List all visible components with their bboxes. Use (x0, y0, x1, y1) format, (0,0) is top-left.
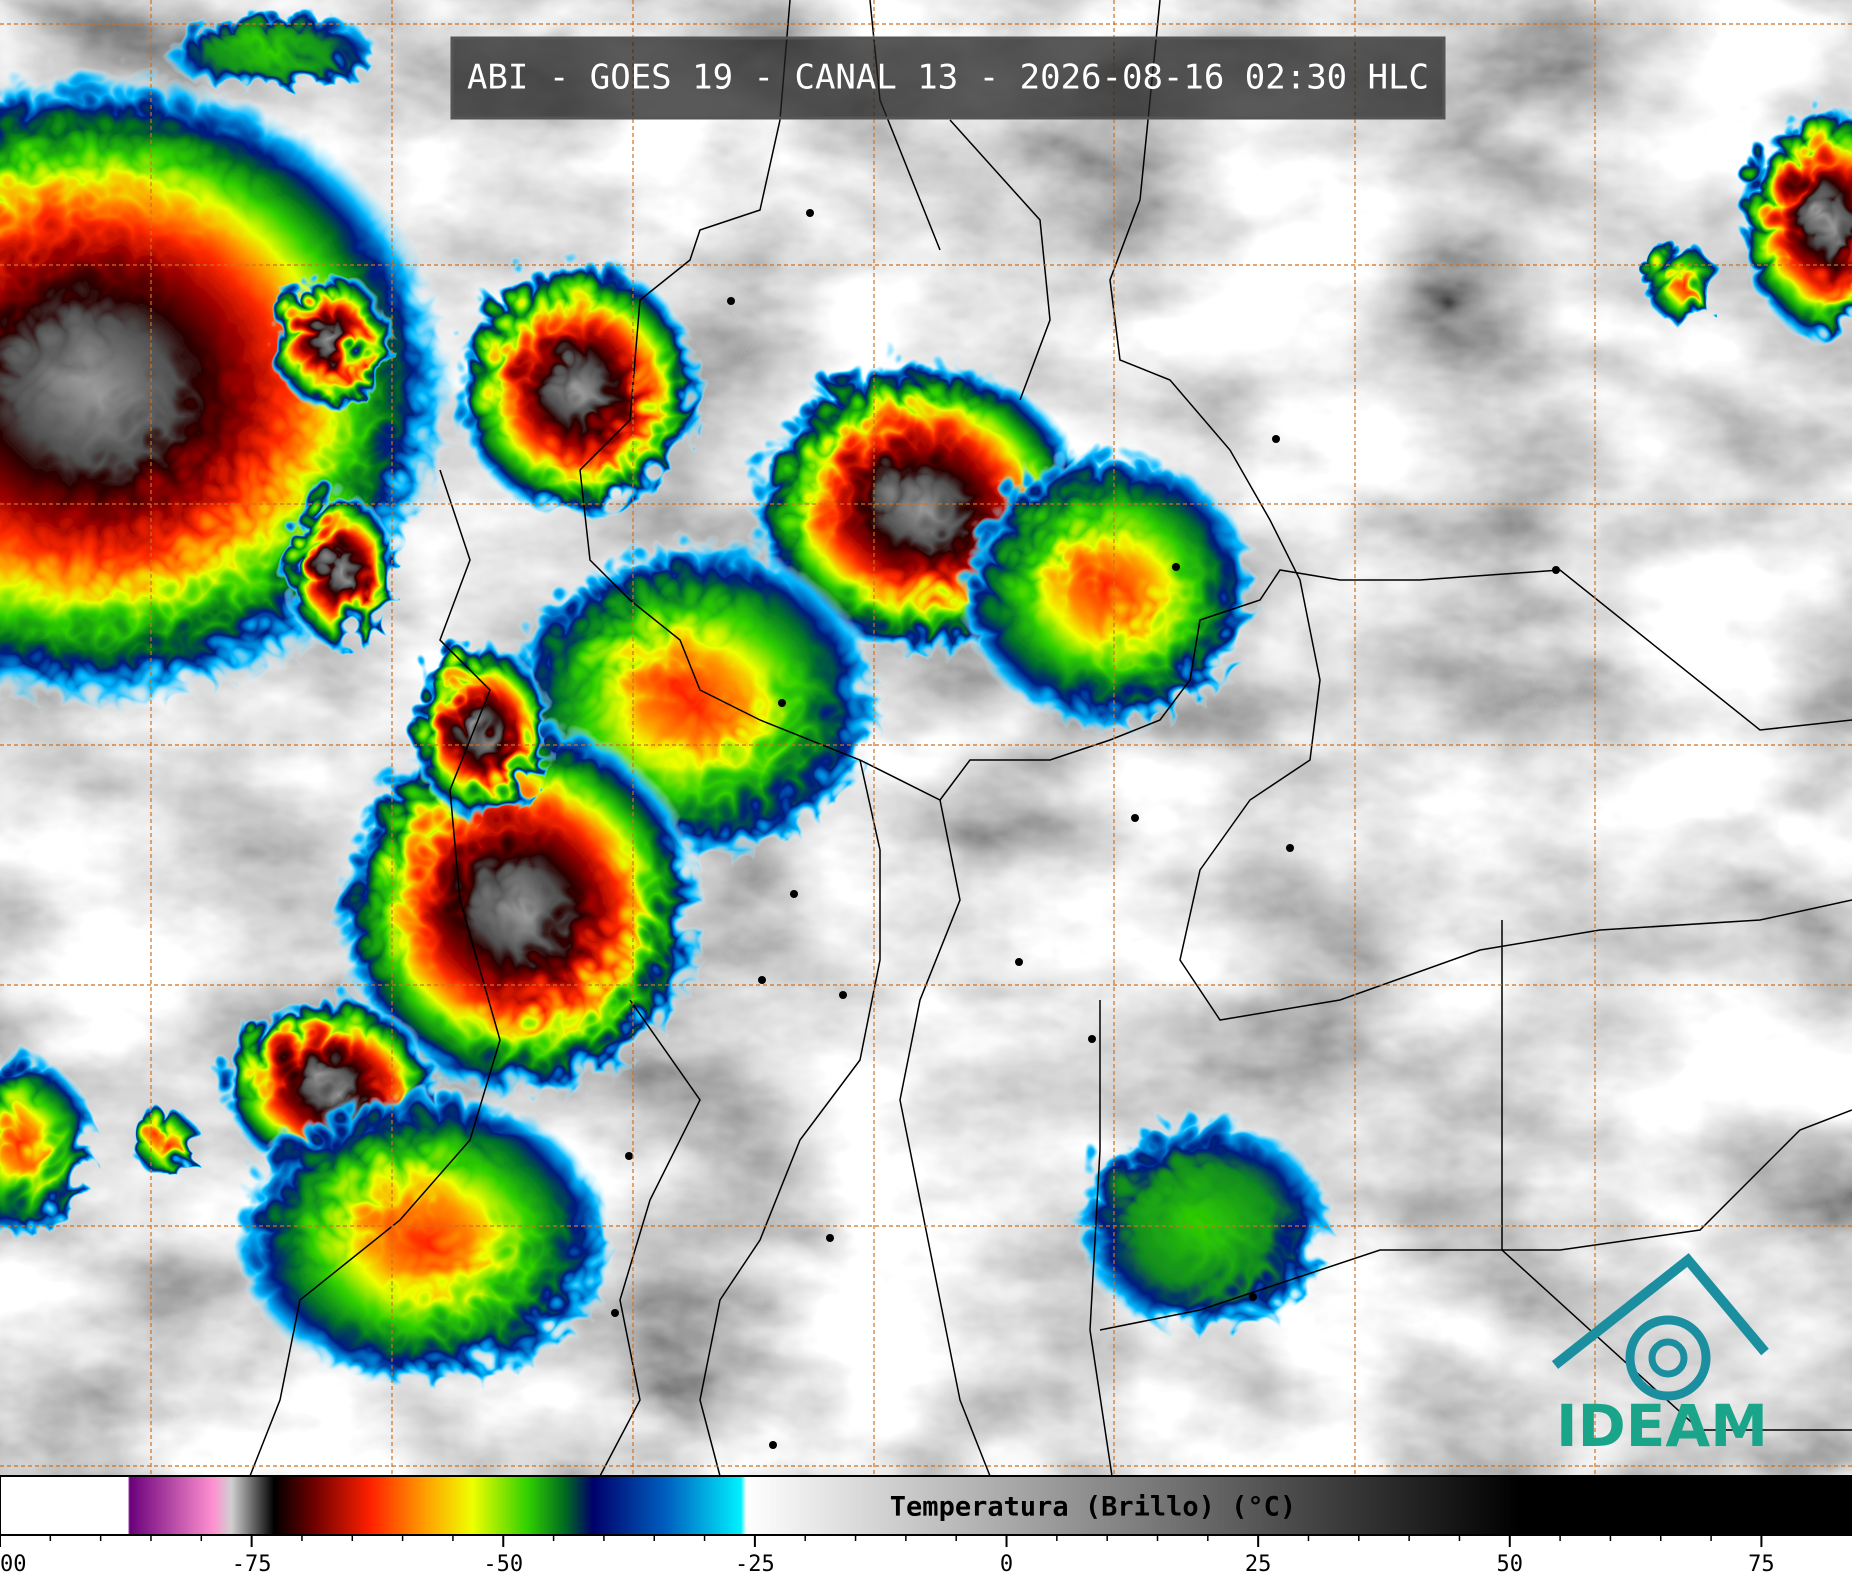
tick-label: 50 (1497, 1552, 1524, 1577)
tick-label: -75 (232, 1552, 272, 1577)
title-box: ABI - GOES 19 - CANAL 13 - 2026-08-16 02… (450, 36, 1446, 120)
tick-label: -50 (483, 1552, 523, 1577)
tick-label: 25 (1245, 1552, 1272, 1577)
convective-cells (0, 0, 1852, 1378)
tick-label: 75 (1748, 1552, 1775, 1577)
logo: IDEAM (1551, 1253, 1769, 1460)
tick-label: -100 (0, 1552, 26, 1577)
colorbar-scale (0, 1475, 1852, 1536)
logo-swirl (1625, 1315, 1711, 1401)
cities (611, 209, 1560, 1449)
title-background (450, 36, 1446, 120)
logo-swirl-inner (1648, 1338, 1688, 1378)
colorbar: Temperatura (Brillo) (°C) -100 -75 -50 -25 0… (0, 1475, 1852, 1577)
logo-roof (1551, 1253, 1769, 1369)
title: ABI - GOES 19 - CANAL 13 - 2026-08-16 02… (467, 58, 1429, 98)
colorbar-label: Temperatura (Brillo) (°C) (890, 1492, 1296, 1523)
logo-text: IDEAM (1556, 1392, 1768, 1460)
tick-label: -25 (735, 1552, 775, 1577)
tick-label: 0 (1000, 1552, 1013, 1577)
imagery (0, 0, 1852, 1477)
borders (249, 0, 1852, 1477)
graticule (0, 0, 1852, 1476)
